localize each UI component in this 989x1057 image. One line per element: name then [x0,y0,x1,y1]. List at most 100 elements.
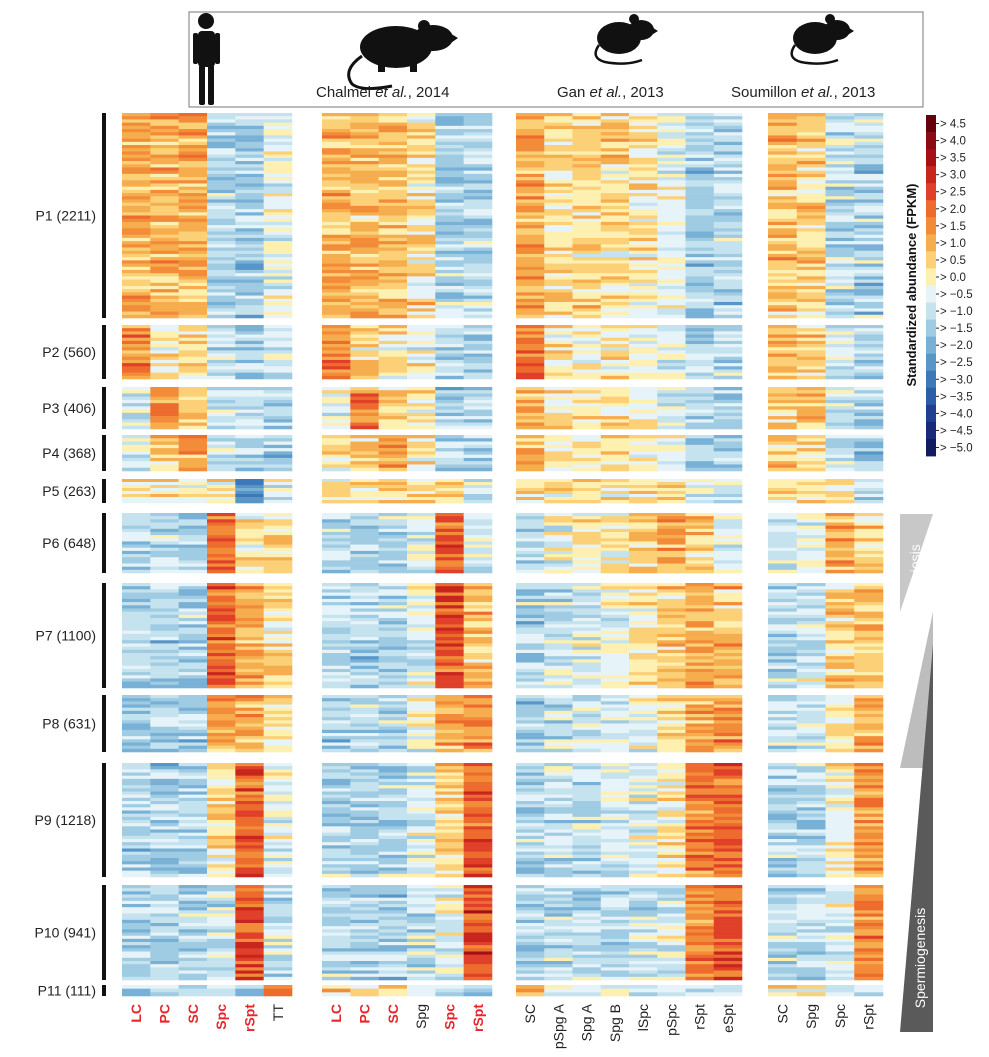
heatmap-cell [263,637,293,641]
heatmap-cell [657,717,686,721]
heatmap-cell [516,867,545,871]
heatmap-cell [235,842,264,846]
heatmap-cell [657,516,686,520]
heatmap-cell [544,409,573,414]
heatmap-cell [150,769,179,773]
heatmap-cell [629,356,658,361]
heatmap-cell [263,451,293,455]
heatmap-cell [516,742,545,746]
heatmap-cell [572,885,602,889]
heatmap-cell [322,957,351,962]
heatmap-cell [378,748,408,753]
heatmap-cell [544,929,573,933]
heatmap-cell [235,390,264,394]
heatmap-cell [122,557,151,561]
heatmap-cell [178,742,208,746]
heatmap-cell [600,557,630,561]
heatmap-cell [629,665,658,670]
heatmap-cell [435,845,464,849]
heatmap-cell [629,340,658,345]
heatmap-cell [713,328,743,332]
heatmap-cell [435,513,464,517]
heatmap-cell [178,782,208,786]
heatmap-cell [685,544,715,549]
heatmap-cell [207,720,236,724]
heatmap-cell [207,186,236,191]
heatmap-cell [435,839,464,843]
heatmap-cell [178,138,208,143]
heatmap-cell [122,344,151,348]
heatmap-cell [150,810,179,814]
heatmap-cell [322,942,351,946]
heatmap-cell [263,244,293,248]
heatmap-cell [178,406,208,410]
heatmap-cell [435,748,464,753]
heatmap-cell [322,464,351,469]
heatmap-cell [322,913,351,917]
heatmap-cell [516,372,545,377]
heatmap-cell [322,672,351,676]
heatmap-cell [122,387,151,391]
heatmap-cell [544,375,573,380]
heatmap-cell [263,344,293,348]
heatmap-cell [122,851,151,856]
heatmap-cell [435,212,464,216]
heatmap-cell [600,269,630,274]
heatmap-cell [463,851,493,856]
heatmap-cell [407,528,436,533]
heatmap-cell [322,157,351,162]
heatmap-cell [516,873,545,878]
heatmap-cell [516,535,545,539]
heatmap-cell [178,113,208,117]
heatmap-cell [713,614,743,619]
heatmap-cell [463,325,493,329]
heatmap-cell [544,602,573,606]
heatmap-cell [207,221,236,226]
heatmap-cell [350,745,379,750]
heatmap-cell [572,845,602,849]
heatmap-cell [544,412,573,417]
heatmap-cell [713,710,743,715]
heatmap-cell [463,196,493,200]
heatmap-cell [378,970,408,974]
heatmap-cell [629,186,658,191]
heatmap-cell [322,835,351,840]
heatmap-cell [150,314,179,319]
heatmap-cell [657,218,686,223]
heatmap-cell [713,935,743,940]
heatmap-cell [685,491,715,495]
heatmap-cell [463,891,493,895]
heatmap-cell [235,399,264,404]
heatmap-cell [544,531,573,536]
heatmap-cell [322,864,351,868]
heatmap-cell [572,485,602,489]
heatmap-cell [207,788,236,792]
heatmap-cell [407,500,436,504]
heatmap-cell [235,864,264,868]
heatmap-cell [516,393,545,397]
heatmap-cell [150,970,179,974]
heatmap-cell [572,151,602,155]
heatmap-cell [435,244,464,248]
heatmap-cell [235,589,264,593]
heatmap-cell [378,177,408,181]
heatmap-cell [657,519,686,523]
heatmap-cell [435,973,464,978]
heatmap-cell [322,794,351,799]
heatmap-cell [516,113,545,117]
heatmap-cell [263,301,293,306]
heatmap-cell [435,646,464,651]
heatmap-cell [516,835,545,840]
heatmap-cell [435,592,464,597]
heatmap-cell [350,390,379,394]
heatmap-cell [600,678,630,682]
heatmap-cell [713,675,743,679]
heatmap-cell [235,967,264,971]
heatmap-cell [657,180,686,184]
heatmap-cell [572,396,602,401]
heatmap-cell [544,804,573,808]
heatmap-cell [378,305,408,309]
heatmap-cell [207,653,236,657]
heatmap-cell [657,525,686,530]
heatmap-cell [435,396,464,401]
